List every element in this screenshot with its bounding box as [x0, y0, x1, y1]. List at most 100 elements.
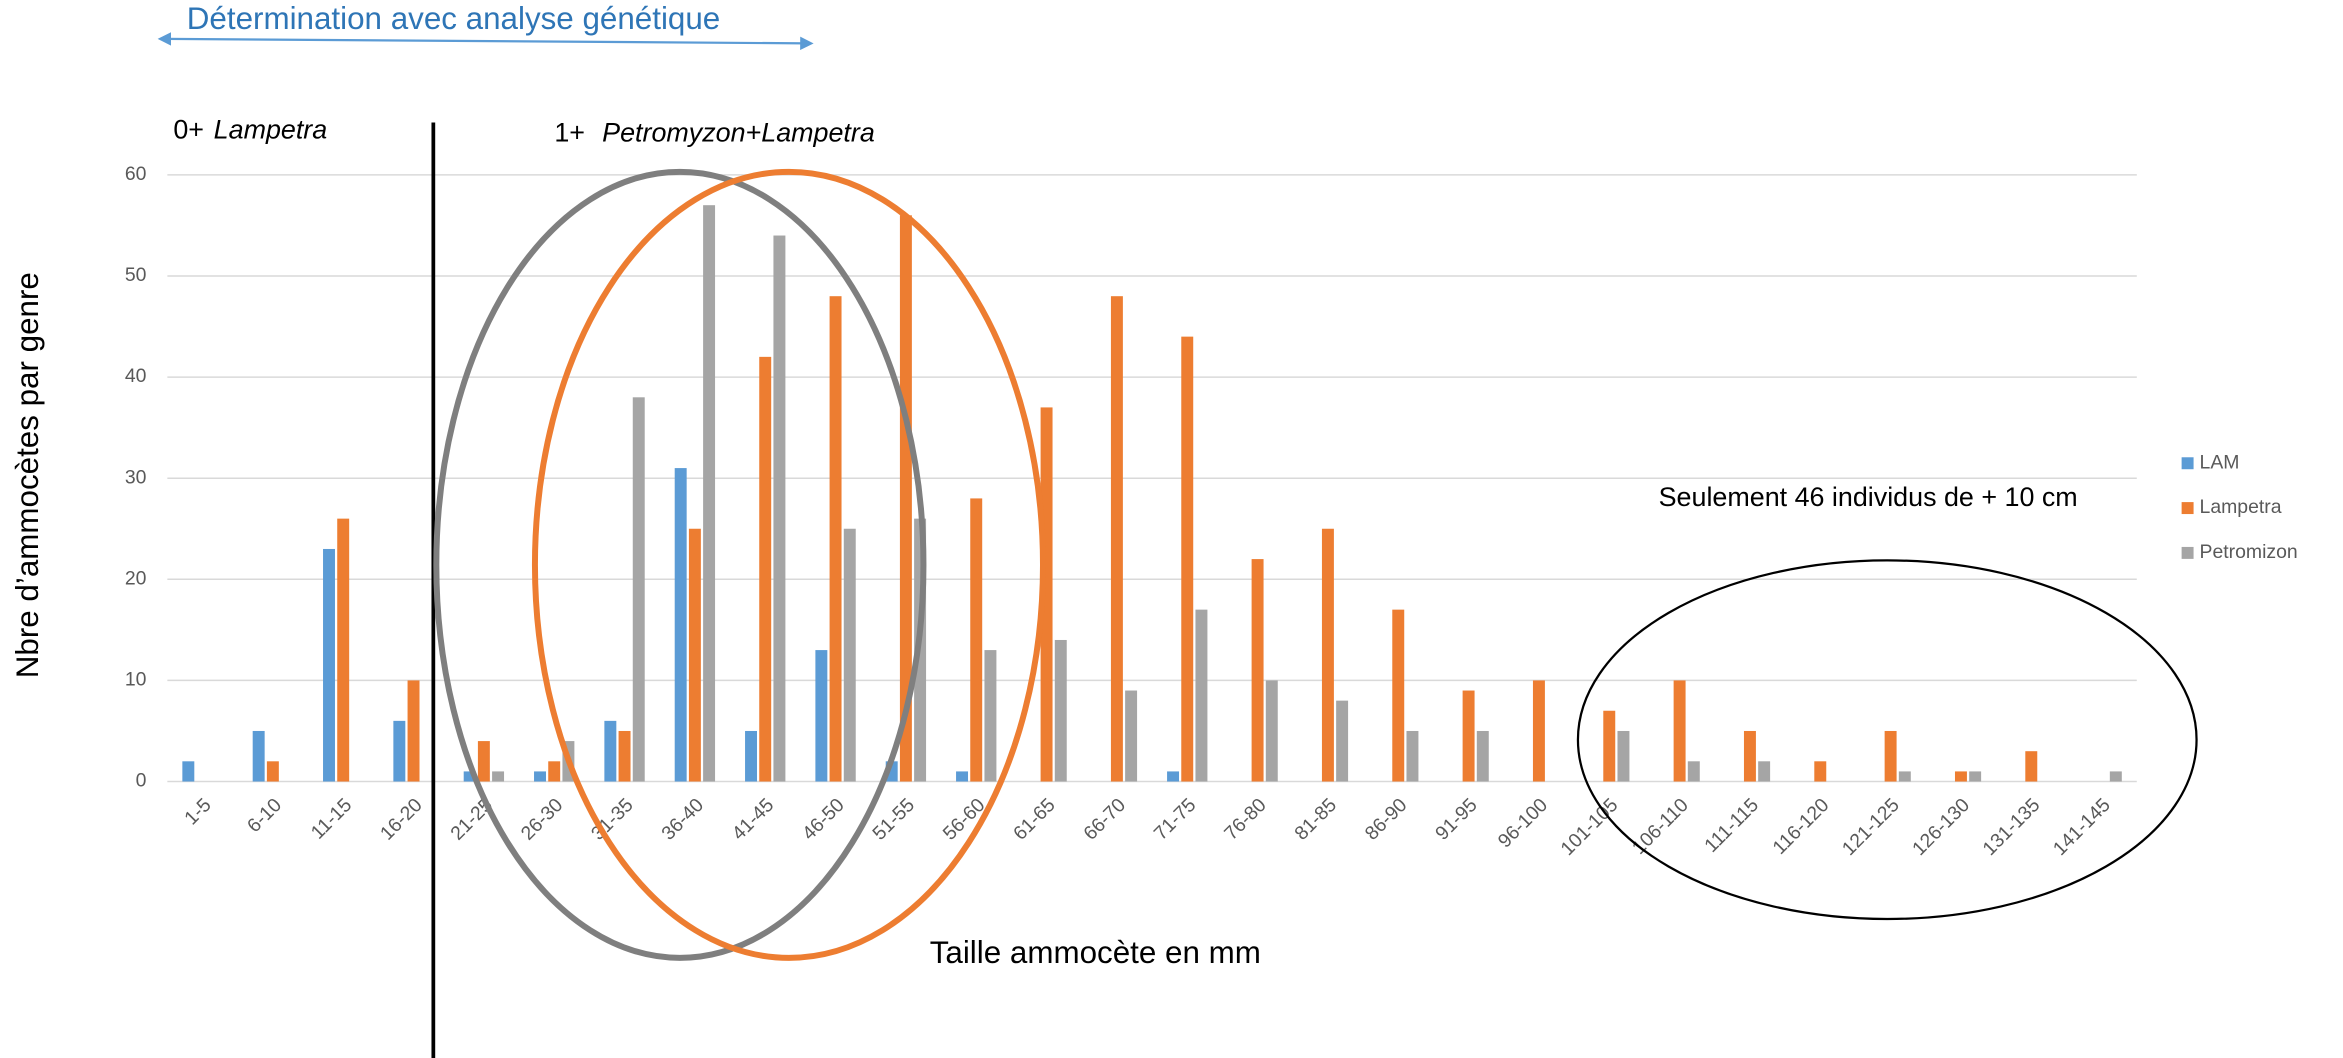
bar	[885, 761, 898, 782]
bar	[829, 296, 842, 782]
y-tick-label: 10	[125, 669, 147, 691]
x-tick-label: 1-5	[180, 794, 215, 829]
bar	[1110, 296, 1123, 782]
x-tick-label: 66-70	[1079, 794, 1130, 845]
y-tick-label: 20	[125, 567, 147, 589]
bar	[1603, 710, 1616, 782]
bar	[407, 680, 420, 782]
annotation: Seulement 46 individus de + 10 cm	[1659, 482, 2078, 512]
bar	[337, 518, 350, 782]
bar	[1687, 761, 1700, 782]
legend-swatch	[2181, 546, 2194, 559]
bar	[688, 528, 701, 782]
x-tick-label: 26-30	[517, 794, 568, 845]
bar	[1743, 730, 1756, 782]
x-axis-title: Taille ammocète en mm	[930, 935, 1261, 970]
x-tick-label: 141-145	[2049, 794, 2115, 860]
ellipse	[1576, 559, 2198, 921]
x-tick-label: 81-85	[1290, 794, 1341, 845]
bar	[1125, 690, 1138, 782]
x-tick-label: 101-105	[1556, 794, 1622, 860]
x-tick-label: 86-90	[1361, 794, 1412, 845]
legend-swatch	[2181, 457, 2194, 470]
bar	[477, 741, 490, 782]
y-axis-title: Nbre d’ammocètes par genre	[10, 272, 45, 678]
x-tick-label: 61-65	[1009, 794, 1060, 845]
x-tick-label: 96-100	[1494, 794, 1552, 852]
bar	[534, 771, 546, 782]
bar	[1814, 761, 1827, 782]
legend-swatch	[2181, 502, 2194, 515]
bar	[548, 761, 561, 782]
y-tick-label: 0	[136, 770, 147, 792]
bar	[1195, 609, 1208, 782]
x-tick-label: 6-10	[243, 794, 286, 837]
x-tick-label: 131-135	[1978, 794, 2044, 860]
x-tick-label: 71-75	[1150, 794, 1201, 845]
y-tick-label: 30	[125, 466, 147, 488]
bar	[1954, 771, 1967, 782]
arrow	[157, 32, 814, 51]
bar	[970, 498, 983, 782]
bar	[1969, 771, 1982, 782]
bar	[1392, 609, 1405, 782]
chart-title: Détermination avec analyse génétique	[187, 1, 720, 36]
x-tick-label: 116-120	[1769, 794, 1834, 859]
bar	[252, 730, 265, 782]
y-tick-label: 40	[125, 365, 147, 387]
bar	[759, 356, 772, 782]
bar	[1265, 680, 1278, 782]
legend-label: LAM	[2200, 451, 2240, 473]
bar	[703, 205, 716, 782]
x-tick-label: 111-115	[1700, 794, 1763, 857]
annotation: 1+	[554, 118, 585, 148]
annotation: Lampetra	[214, 115, 328, 145]
legend-label: Lampetra	[2200, 496, 2282, 518]
x-tick-label: 16-20	[376, 794, 427, 845]
bar	[1167, 771, 1180, 782]
bar	[182, 761, 195, 782]
bar	[2025, 751, 2038, 782]
x-tick-label: 121-125	[1838, 794, 1904, 860]
x-tick-label: 41-45	[728, 794, 779, 845]
legend-label: Petromizon	[2200, 541, 2298, 563]
bar	[1532, 680, 1545, 782]
y-tick-label: 60	[125, 163, 147, 185]
bar	[815, 650, 828, 782]
bar	[1884, 730, 1897, 782]
x-tick-label: 106-110	[1628, 794, 1693, 859]
annotation: Petromyzon+Lampetra	[602, 118, 875, 148]
bar	[266, 761, 279, 782]
x-tick-label: 126-130	[1908, 794, 1974, 860]
bar	[2109, 771, 2122, 782]
bar	[899, 215, 912, 782]
bar	[1758, 761, 1771, 782]
bar	[843, 528, 856, 782]
bar	[323, 548, 335, 782]
bar	[1040, 407, 1053, 782]
x-tick-label: 11-15	[307, 794, 357, 844]
bar	[1898, 771, 1911, 782]
bar	[1476, 730, 1489, 782]
bar	[393, 720, 406, 782]
x-tick-label: 21-25	[446, 794, 497, 845]
x-tick-label: 91-95	[1431, 794, 1482, 845]
bar	[1406, 730, 1419, 782]
bar	[674, 468, 687, 782]
ellipse	[433, 168, 927, 961]
bar	[1321, 528, 1334, 782]
bar	[492, 771, 505, 782]
x-tick-label: 36-40	[657, 794, 708, 845]
bar	[1617, 730, 1630, 782]
bar	[1673, 680, 1686, 782]
y-tick-label: 50	[125, 264, 147, 286]
bar	[618, 730, 631, 782]
bar	[984, 650, 997, 782]
overlay	[431, 122, 2198, 1058]
x-tick-label: 76-80	[1220, 794, 1271, 845]
bar	[956, 771, 969, 782]
bar	[773, 235, 786, 782]
ellipse	[531, 168, 1046, 961]
bar	[1054, 639, 1067, 782]
